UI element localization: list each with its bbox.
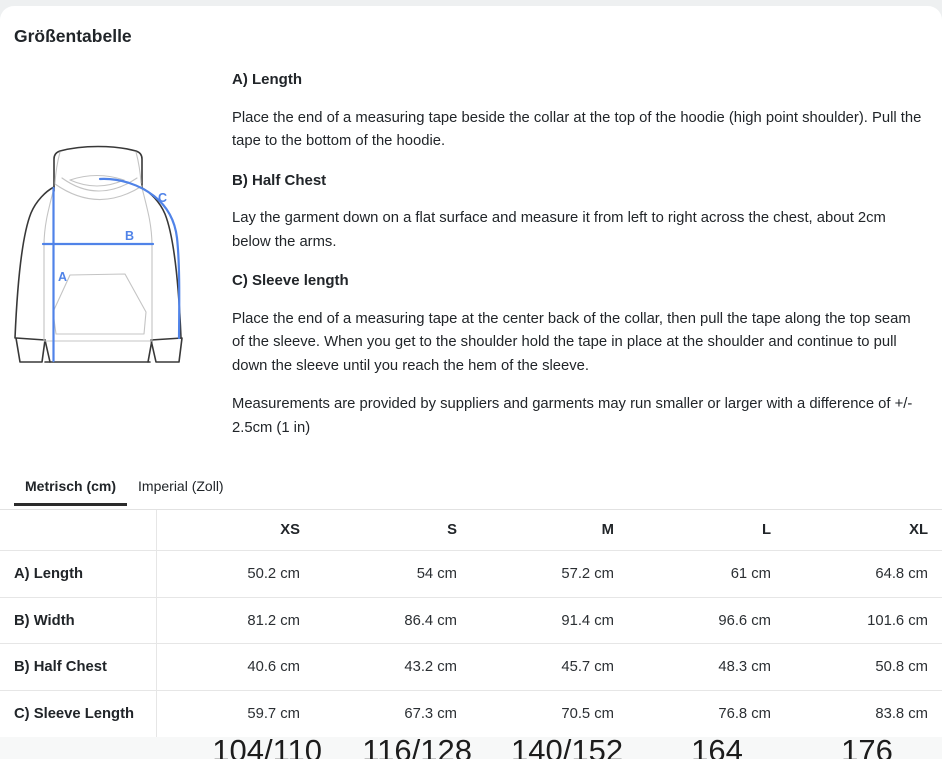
hoodie-outline xyxy=(14,145,183,363)
size-value: 101.6 cm xyxy=(867,612,928,629)
column-header-m: M xyxy=(601,522,614,538)
size-value: 50.2 cm xyxy=(247,565,300,582)
column-header-xs: XS xyxy=(280,522,300,538)
size-value: 61 cm xyxy=(730,565,771,582)
kids-size-value: 164 xyxy=(691,733,743,759)
size-value: 83.8 cm xyxy=(875,705,928,722)
kids-size-value: 140/152 xyxy=(511,733,624,759)
column-header-xl: XL xyxy=(909,522,928,538)
section-heading-half-chest: B) Half Chest xyxy=(232,171,327,189)
section-heading-length: A) Length xyxy=(232,71,302,88)
size-value: 40.6 cm xyxy=(247,659,300,676)
page-title: Größentabelle xyxy=(14,26,132,46)
row-label: B) Half Chest xyxy=(0,644,157,691)
section-body-sleeve-length: Place the end of a measuring tape at the… xyxy=(232,310,911,374)
size-guide-card: Größentabelle xyxy=(0,6,942,759)
size-table: XS S M L XL A) Length 50.2 cm 54 cm 57.2… xyxy=(0,509,942,738)
hoodie-measurement-diagram: A B C xyxy=(14,145,183,363)
header-spacer-cell xyxy=(0,510,157,550)
measuring-instructions: A) Length Place the end of a measuring t… xyxy=(232,68,927,455)
measure-label-a: A xyxy=(58,270,67,284)
measurement-lines xyxy=(41,177,181,363)
size-value: 76.8 cm xyxy=(718,705,771,722)
kids-sizes-row: 104/110 116/128 140/152 164 176 xyxy=(0,733,942,759)
measure-line-c xyxy=(98,177,181,340)
size-value: 45.7 cm xyxy=(561,659,614,676)
tab-metric-cm[interactable]: Metrisch (cm) xyxy=(14,471,128,506)
kids-size-value: 176 xyxy=(841,733,893,759)
size-value: 48.3 cm xyxy=(718,659,771,676)
unit-tabs: Metrisch (cm) Imperial (Zoll) xyxy=(14,471,235,506)
table-row-sleeve-length: C) Sleeve Length 59.7 cm 67.3 cm 70.5 cm… xyxy=(0,691,942,738)
table-row-width: B) Width 81.2 cm 86.4 cm 91.4 cm 96.6 cm… xyxy=(0,597,942,645)
size-value: 70.5 cm xyxy=(561,705,614,722)
kids-size-value: 116/128 xyxy=(362,733,472,759)
size-value: 91.4 cm xyxy=(561,612,614,629)
section-body-half-chest: Lay the garment down on a flat surface a… xyxy=(232,210,886,250)
size-value: 59.7 cm xyxy=(247,705,300,722)
size-value: 57.2 cm xyxy=(561,565,614,582)
size-value: 50.8 cm xyxy=(875,659,928,676)
size-value: 81.2 cm xyxy=(247,612,300,629)
size-value: 67.3 cm xyxy=(404,705,457,722)
size-value: 96.6 cm xyxy=(718,612,771,629)
table-row-length: A) Length 50.2 cm 54 cm 57.2 cm 61 cm 64… xyxy=(0,551,942,598)
column-header-s: S xyxy=(447,522,457,538)
tab-imperial-inch[interactable]: Imperial (Zoll) xyxy=(138,478,224,494)
supplier-note: Measurements are provided by suppliers a… xyxy=(232,396,913,436)
size-table-header-row: XS S M L XL xyxy=(0,510,942,551)
measure-label-c: C xyxy=(158,191,167,205)
section-body-length: Place the end of a measuring tape beside… xyxy=(232,109,922,150)
section-heading-sleeve-length: C) Sleeve length xyxy=(232,272,349,289)
row-label: C) Sleeve Length xyxy=(0,691,157,737)
hoodie-seams xyxy=(43,151,153,342)
size-value: 86.4 cm xyxy=(404,612,457,629)
size-value: 54 cm xyxy=(416,565,457,582)
size-value: 43.2 cm xyxy=(404,659,457,676)
column-header-l: L xyxy=(761,522,771,538)
row-label: B) Width xyxy=(0,597,157,644)
kids-row-spacer xyxy=(0,737,192,759)
kids-size-value: 104/110 xyxy=(212,733,323,759)
measure-label-b: B xyxy=(125,229,134,243)
row-label: A) Length xyxy=(0,551,157,597)
size-value: 64.8 cm xyxy=(875,565,928,582)
table-row-half-chest: B) Half Chest 40.6 cm 43.2 cm 45.7 cm 48… xyxy=(0,644,942,692)
